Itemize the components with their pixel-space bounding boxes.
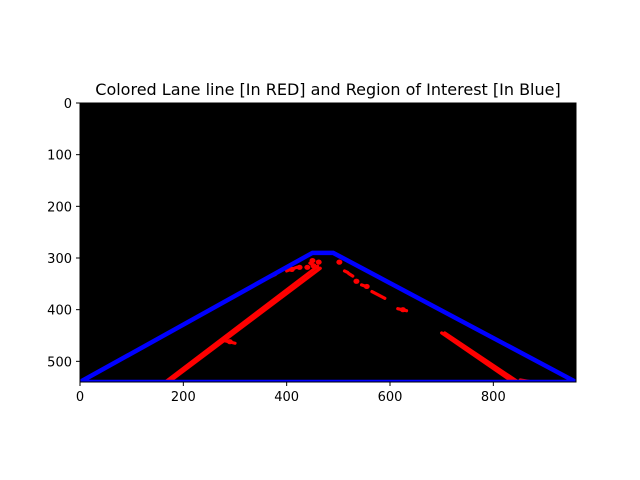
x-tick-label: 0 [76, 390, 84, 405]
chart-title: Colored Lane line [In RED] and Region of… [95, 80, 560, 99]
lane-segment [443, 331, 520, 382]
x-tick-label: 800 [481, 390, 506, 405]
y-tick-label: 500 [47, 355, 72, 370]
x-tick-label: 400 [274, 390, 299, 405]
lane-blob [336, 259, 343, 265]
lane-segment [440, 331, 515, 382]
y-tick-label: 300 [47, 252, 72, 267]
lane-segment [342, 269, 350, 275]
lane-blob [315, 259, 322, 265]
lane-segment [347, 271, 355, 278]
lane-blob [288, 266, 295, 272]
lane-blob [353, 278, 360, 284]
lane-blob [296, 264, 303, 270]
lane-blob [310, 263, 317, 269]
plot-frame [79, 102, 577, 383]
x-tick-label: 200 [171, 390, 196, 405]
x-tick-label: 600 [378, 390, 403, 405]
y-axis: 0 100 200 300 400 500 [47, 97, 80, 370]
lane-segment [163, 264, 320, 382]
image-content [80, 250, 576, 382]
lane-segment [167, 266, 322, 382]
lane-blob [363, 283, 370, 290]
lane-blob [309, 257, 316, 264]
lane-segment [370, 289, 387, 300]
y-tick-label: 0 [64, 97, 72, 112]
lane-blob [399, 307, 406, 313]
plot-area [79, 102, 577, 383]
lane-blob [304, 264, 311, 270]
y-tick-label: 200 [47, 200, 72, 215]
y-tick-label: 100 [47, 149, 72, 164]
y-tick-label: 400 [47, 304, 72, 319]
x-axis: 0 200 400 600 800 [76, 382, 506, 405]
lane-blob [226, 339, 233, 345]
region-of-interest [80, 250, 576, 382]
